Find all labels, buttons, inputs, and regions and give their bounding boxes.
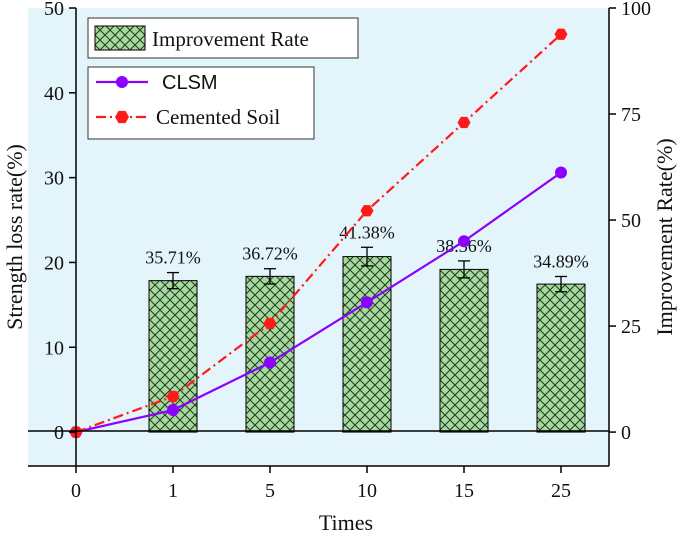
right-tick-label: 25 (621, 316, 641, 338)
bar-data-label: 41.38% (339, 222, 395, 242)
cemented-soil-point (166, 390, 180, 403)
bars-layer: 35.71%36.72%41.38%38.36%34.89% (145, 222, 589, 433)
legend-label-cemented-soil: Cemented Soil (156, 105, 280, 129)
cemented-soil-point (263, 317, 277, 330)
right-tick-label: 50 (621, 210, 641, 232)
left-y-axis-title: Strength loss rate(%) (2, 144, 27, 330)
improvement-rate-bar (245, 275, 295, 433)
legend-swatch-cemented-soil-marker (115, 110, 129, 124)
bar-data-label: 35.71% (145, 248, 201, 268)
legend-swatch-hatch (94, 25, 146, 51)
legend-lines: CLSM Cemented Soil (87, 66, 315, 140)
right-tick-label: 75 (621, 104, 641, 126)
left-tick-label: 30 (44, 168, 64, 190)
left-y-ticks: 0 10 20 30 40 50 (44, 0, 76, 444)
right-y-axis-title: Improvement Rate(%) (652, 138, 677, 335)
lines-layer (69, 28, 568, 439)
improvement-rate-bar (536, 283, 586, 433)
left-tick-label: 10 (44, 337, 64, 359)
cemented-soil-point (457, 116, 471, 129)
cemented-soil-point (554, 28, 568, 40)
clsm-point (458, 235, 470, 248)
bar-data-label: 34.89% (533, 251, 589, 271)
legend-label-clsm: CLSM (162, 72, 218, 94)
clsm-point (264, 356, 276, 369)
x-tick-label: 0 (71, 480, 81, 502)
legend-improvement-rate: Improvement Rate (87, 17, 359, 59)
right-y-ticks: 0 25 50 75 100 (609, 0, 651, 444)
left-tick-label: 0 (54, 422, 64, 444)
right-tick-label: 100 (621, 0, 651, 20)
x-tick-label: 15 (454, 480, 474, 502)
legend-label-improvement-rate: Improvement Rate (152, 27, 309, 51)
improvement-rate-bar (439, 268, 489, 433)
x-tick-label: 10 (357, 480, 377, 502)
legend-swatch-clsm-marker (116, 76, 128, 88)
improvement-rate-bar (342, 256, 392, 433)
left-tick-label: 20 (44, 252, 64, 274)
x-tick-label: 25 (551, 480, 571, 502)
legend-box-bars (87, 17, 359, 59)
x-tick-label: 1 (168, 480, 178, 502)
x-axis-title: Times (319, 510, 373, 535)
cemented-soil-point (360, 205, 374, 217)
left-tick-label: 50 (44, 0, 64, 20)
left-tick-label: 40 (44, 83, 64, 105)
right-tick-label: 0 (621, 422, 631, 444)
clsm-line (75, 171, 562, 434)
x-tick-label: 5 (265, 480, 275, 502)
x-ticks: 0 1 5 10 15 25 (71, 466, 571, 502)
cemented-soil-line (75, 33, 562, 434)
clsm-point (361, 296, 373, 309)
clsm-point (167, 404, 179, 417)
clsm-point (555, 166, 567, 179)
bar-data-label: 36.72% (242, 244, 298, 264)
